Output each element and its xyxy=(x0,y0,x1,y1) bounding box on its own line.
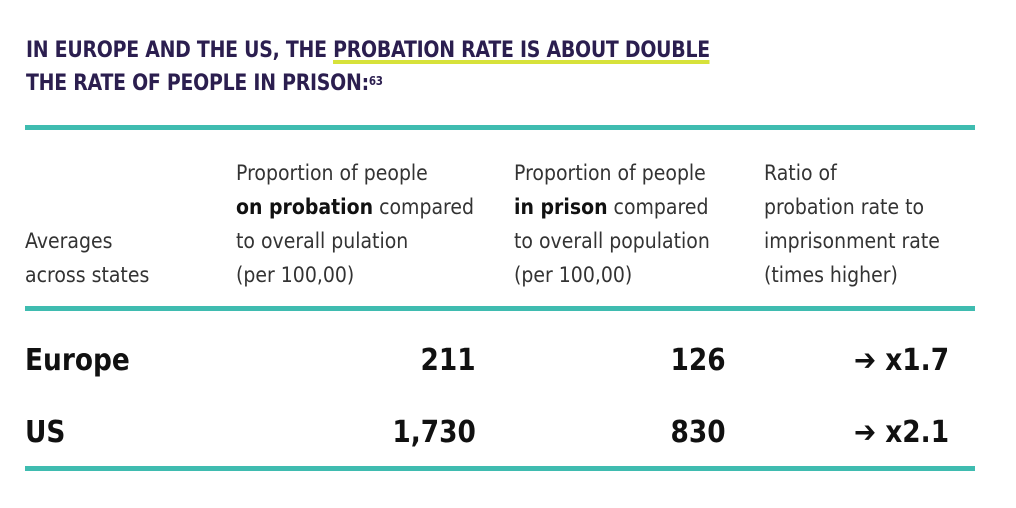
bottom-rule xyxy=(25,466,975,471)
header-probation: Proportion of people on probation compar… xyxy=(236,156,474,292)
title-highlight: PROBATION RATE IS ABOUT DOUBLE xyxy=(333,38,710,63)
us-probation-value: 1,730 xyxy=(392,415,476,450)
row-label-us: US xyxy=(25,415,66,450)
header-rule xyxy=(25,306,975,311)
header-probation-line2: compared xyxy=(373,195,475,219)
europe-prison-value: 126 xyxy=(670,343,726,378)
header-ratio-line3: imprisonment rate xyxy=(764,229,940,253)
header-probation-line4: (per 100,00) xyxy=(236,263,355,287)
header-probation-line1: Proportion of people xyxy=(236,161,428,185)
europe-ratio-value: ➔ x1.7 xyxy=(853,343,949,378)
header-ratio-line1: Ratio of xyxy=(764,161,837,185)
header-averages-line2: across states xyxy=(25,263,150,287)
header-prison-line1: Proportion of people xyxy=(514,161,706,185)
row-label-europe: Europe xyxy=(25,343,130,378)
top-rule xyxy=(25,125,975,130)
header-prison-line3: to overall population xyxy=(514,229,710,253)
header-prison-bold: in prison xyxy=(514,195,608,219)
header-probation-bold: on probation xyxy=(236,195,374,219)
header-averages: Averages across states xyxy=(25,224,149,292)
page-title: IN EUROPE AND THE US, THE PROBATION RATE… xyxy=(26,34,710,100)
footnote-marker: 63 xyxy=(368,74,383,88)
header-prison-line2: compared xyxy=(607,195,709,219)
header-ratio: Ratio of probation rate to imprisonment … xyxy=(764,156,940,292)
header-ratio-line4: (times higher) xyxy=(764,263,898,287)
title-line2: THE RATE OF PEOPLE IN PRISON: xyxy=(26,71,369,96)
title-line1-prefix: IN EUROPE AND THE US, THE xyxy=(26,38,334,63)
europe-probation-value: 211 xyxy=(420,343,476,378)
header-prison-line4: (per 100,00) xyxy=(514,263,633,287)
us-prison-value: 830 xyxy=(670,415,726,450)
header-averages-line1: Averages xyxy=(25,229,113,253)
us-ratio-value: ➔ x2.1 xyxy=(853,415,949,450)
header-prison: Proportion of people in prison compared … xyxy=(514,156,710,292)
header-ratio-line2: probation rate to xyxy=(764,195,925,219)
header-probation-line3: to overall pulation xyxy=(236,229,409,253)
